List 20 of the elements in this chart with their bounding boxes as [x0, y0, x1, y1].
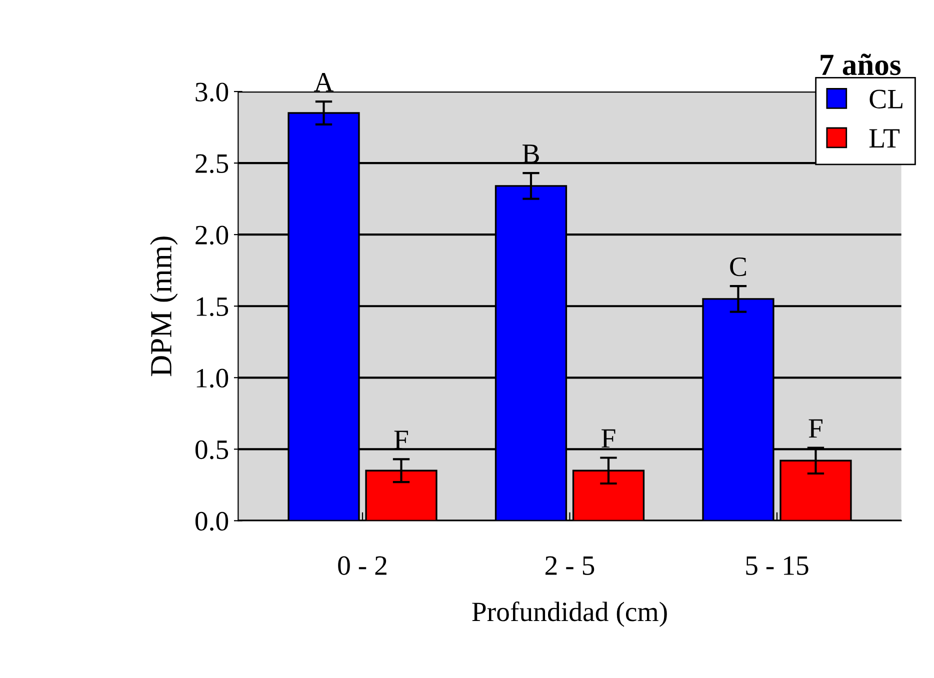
x-axis-title: Profundidad (cm) — [472, 601, 667, 627]
annotation: F — [602, 429, 616, 448]
y-tick-label: 1.0 — [196, 368, 228, 388]
annotation: A — [314, 73, 334, 92]
legend-label: LT — [869, 129, 900, 148]
annotation: F — [808, 419, 822, 438]
chart-title: 7 años — [820, 54, 901, 76]
x-tick-label: 0 - 2 — [338, 556, 386, 575]
y-tick-label: 2.5 — [196, 154, 228, 174]
y-tick-label: 1.5 — [196, 297, 228, 316]
legend-label: CL — [870, 90, 902, 108]
y-tick-label: 2.0 — [196, 226, 228, 245]
y-tick-label: 3.0 — [196, 82, 228, 102]
annotation: F — [394, 430, 408, 449]
y-tick-label: 0.5 — [195, 440, 228, 460]
annotation: C — [730, 257, 746, 276]
x-tick-label: 2 - 5 — [546, 556, 594, 575]
y-tick-label: 0.0 — [195, 512, 228, 531]
x-tick-label: 5 - 15 — [746, 556, 808, 575]
y-axis-title: DPM (mm) — [150, 236, 178, 376]
